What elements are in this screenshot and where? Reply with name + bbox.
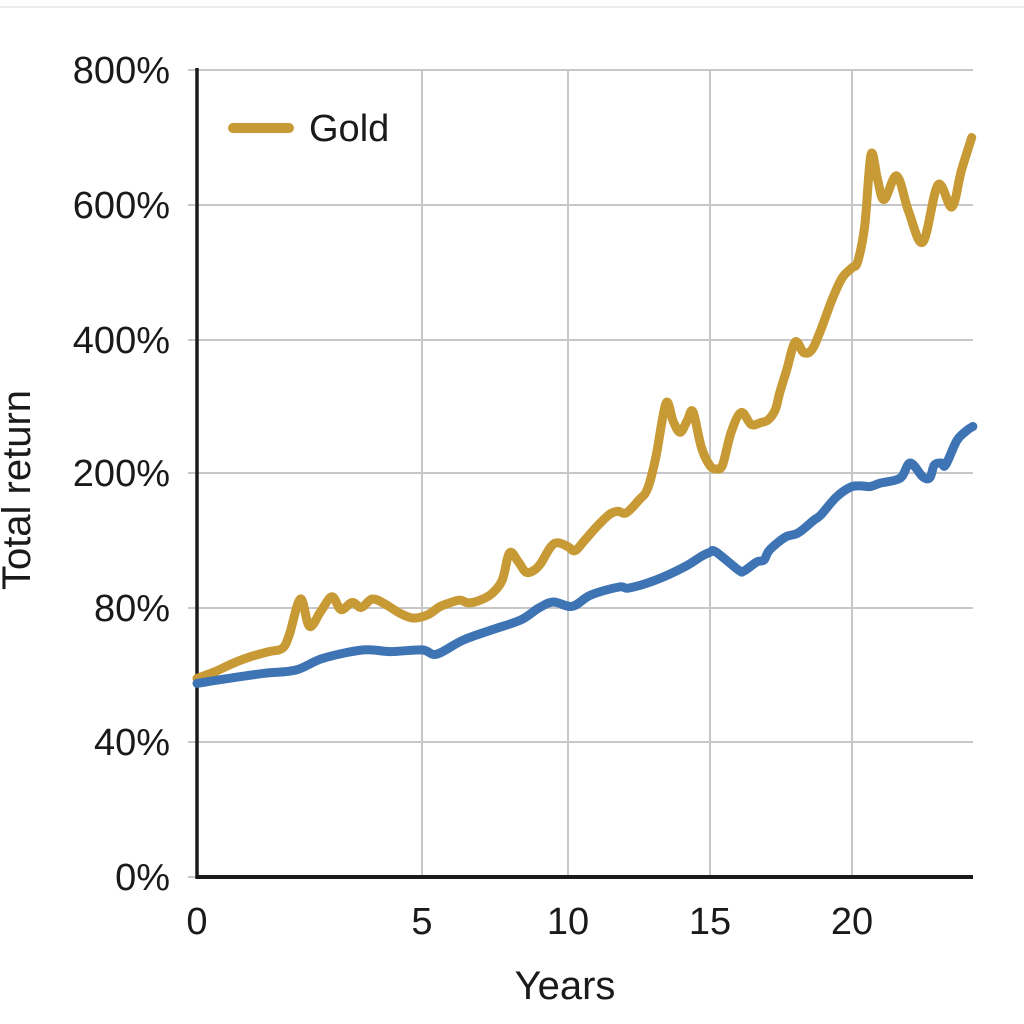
legend: Gold bbox=[228, 108, 389, 150]
y-tick-label-600%: 600% bbox=[73, 185, 170, 227]
y-tick-label-0%: 0% bbox=[115, 857, 170, 899]
x-tick-label-20: 20 bbox=[831, 901, 873, 943]
series-line-gold bbox=[192, 133, 977, 683]
x-tick-label-15: 15 bbox=[689, 901, 731, 943]
y-tick-label-80%: 80% bbox=[94, 588, 170, 630]
gridlines bbox=[188, 69, 973, 878]
x-axis-title: Years bbox=[515, 964, 616, 1008]
y-tick-label-400%: 400% bbox=[73, 320, 170, 362]
y-tick-label-200%: 200% bbox=[73, 453, 170, 495]
y-axis-title: Total return bbox=[0, 390, 39, 590]
series-line-unlabeled-1 bbox=[192, 422, 978, 688]
y-tick-label-800%: 800% bbox=[73, 50, 170, 92]
x-tick-label-0: 0 bbox=[186, 901, 207, 943]
tick-labels: 0% 40% 80% 200% 400% 600% 800% 0 5 10 15 20 bbox=[73, 50, 873, 943]
axes bbox=[195, 68, 973, 879]
y-tick-label-40%: 40% bbox=[94, 722, 170, 764]
x-tick-label-10: 10 bbox=[547, 901, 589, 943]
legend-label-gold: Gold bbox=[309, 108, 389, 150]
series-lines bbox=[192, 133, 978, 688]
x-tick-label-5: 5 bbox=[411, 901, 432, 943]
